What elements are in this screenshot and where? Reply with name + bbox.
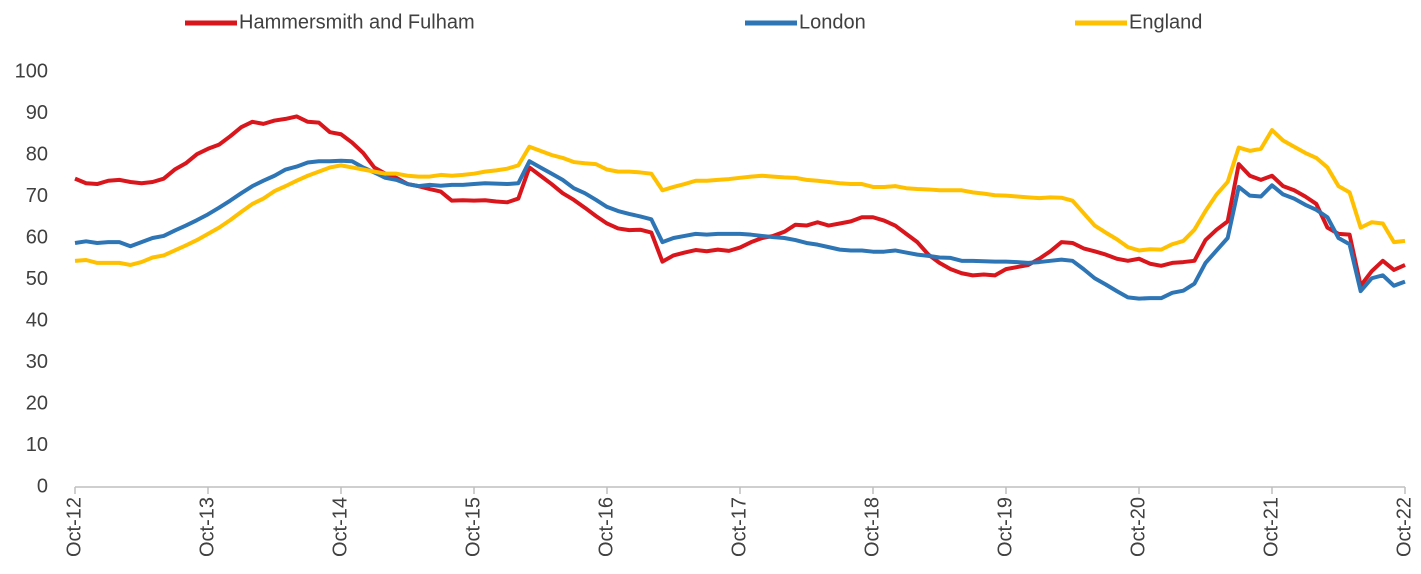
y-tick-label: 0 xyxy=(37,475,48,497)
x-tick-label: Oct-18 xyxy=(861,497,883,557)
legend-label: England xyxy=(1129,11,1202,33)
x-tick-label: Oct-20 xyxy=(1127,497,1149,557)
x-tick-label: Oct-13 xyxy=(196,497,218,557)
x-tick-label: Oct-14 xyxy=(329,497,351,557)
y-tick-label: 30 xyxy=(26,351,48,373)
y-tick-label: 50 xyxy=(26,268,48,290)
x-tick-label: Oct-21 xyxy=(1260,497,1282,557)
y-tick-label: 60 xyxy=(26,226,48,248)
y-tick-label: 20 xyxy=(26,392,48,414)
series-line xyxy=(74,114,1406,288)
y-tick-label: 40 xyxy=(26,309,48,331)
x-tick-label: Oct-22 xyxy=(1393,497,1415,557)
x-tick-label: Oct-16 xyxy=(595,497,617,557)
legend-label: London xyxy=(799,11,866,33)
y-tick-label: 80 xyxy=(26,143,48,165)
x-tick-label: Oct-15 xyxy=(462,497,484,557)
y-tick-label: 10 xyxy=(26,434,48,456)
y-tick-label: 100 xyxy=(15,60,48,82)
x-tick-label: Oct-17 xyxy=(728,497,750,557)
y-tick-label: 90 xyxy=(26,102,48,124)
y-tick-label: 70 xyxy=(26,185,48,207)
x-tick-label: Oct-19 xyxy=(994,497,1016,557)
legend-label: Hammersmith and Fulham xyxy=(239,11,475,33)
x-tick-label: Oct-12 xyxy=(63,497,85,557)
series-line xyxy=(74,128,1406,267)
series-line xyxy=(74,158,1406,301)
